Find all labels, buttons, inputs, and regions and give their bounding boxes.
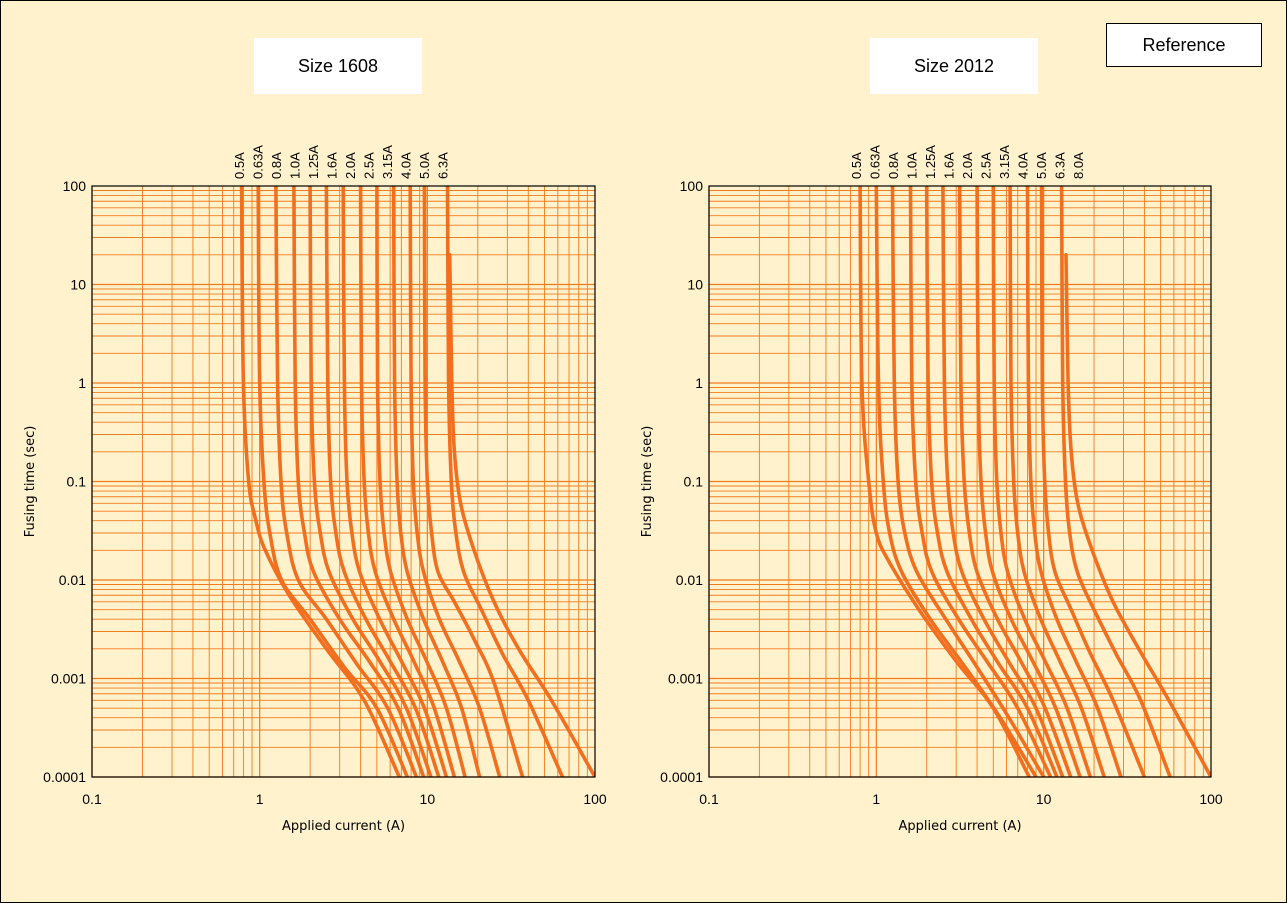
rating-label-4-0a: 4.0A — [399, 152, 414, 179]
rating-label-1-6a: 1.6A — [942, 152, 957, 179]
rating-label-1-0a: 1.0A — [288, 152, 303, 179]
fuse-curve-extra-12 — [445, 186, 565, 777]
x-tick-label: 10 — [1036, 791, 1052, 807]
fuse-curve-2-5a — [358, 186, 457, 777]
plot-border — [708, 185, 1212, 778]
rating-label-1-6a: 1.6A — [325, 152, 340, 179]
fuse-curve-1-0a — [908, 186, 1053, 777]
x-tick-label: 1 — [872, 791, 880, 807]
rating-label-5-0a: 5.0A — [417, 152, 432, 179]
x-axis-title: Applied current (A) — [282, 819, 405, 834]
fuse-curve-2-0a — [341, 186, 449, 777]
fuse-curve-extra-13 — [1064, 253, 1211, 777]
fuse-curve-0-8a — [890, 186, 1046, 777]
rating-label-2-5a: 2.5A — [979, 152, 994, 179]
fuse-curve-1-25a — [308, 186, 433, 777]
rating-label-8-0a: 8.0A — [1071, 152, 1086, 179]
chart-size-2012: 0.0001 0.001 0.01 0.1 1 10 100 0.1 1 10 100 Applied… — [640, 145, 1223, 834]
fuse-curve-extra-13 — [447, 253, 595, 777]
rating-label-1-25a: 1.25A — [306, 145, 321, 179]
rating-label-2-0a: 2.0A — [960, 152, 975, 179]
rating-label-0-5a: 0.5A — [232, 152, 247, 179]
fuse-curve-0-63a — [874, 186, 1038, 777]
rating-label-5-0a: 5.0A — [1034, 152, 1049, 179]
fuse-curve-4-0a — [391, 186, 482, 777]
y-tick-label: 0.01 — [59, 572, 86, 588]
x-tick-label: 0.1 — [699, 791, 719, 807]
rating-label-6-3a: 6.3A — [1053, 152, 1068, 179]
fuse-curve-3-15a — [991, 186, 1093, 777]
rating-label-3-15a: 3.15A — [380, 145, 395, 179]
rating-label-3-15a: 3.15A — [997, 145, 1012, 179]
y-tick-label: 1 — [78, 375, 86, 391]
fuse-curve-0-5a — [239, 186, 402, 777]
fuse-curve-3-15a — [375, 186, 467, 777]
rating-label-0-63a: 0.63A — [868, 145, 883, 179]
fuse-curve-2-0a — [957, 186, 1073, 777]
rating-label-2-0a: 2.0A — [343, 152, 358, 179]
x-tick-label: 100 — [1199, 791, 1223, 807]
rating-label-2-5a: 2.5A — [362, 152, 377, 179]
chart-title-size-2012: Size 2012 — [870, 38, 1038, 94]
chart-title-size-1608: Size 1608 — [254, 38, 422, 94]
x-tick-label: 1 — [256, 791, 264, 807]
rating-label-0-63a: 0.63A — [251, 145, 266, 179]
reference-label: Reference — [1106, 23, 1262, 67]
fuse-curve-5-0a — [1025, 186, 1123, 777]
fuse-curve-6-3a — [1039, 186, 1147, 777]
y-tick-label: 0.0001 — [660, 769, 703, 785]
y-tick-label: 100 — [63, 178, 87, 194]
rating-label-0-5a: 0.5A — [849, 152, 864, 179]
rating-label-4-0a: 4.0A — [1016, 152, 1031, 179]
y-tick-label: 0.01 — [676, 572, 703, 588]
rating-label-0-8a: 0.8A — [886, 152, 901, 179]
rating-label-1-0a: 1.0A — [905, 152, 920, 179]
fuse-curve-0-63a — [256, 186, 410, 777]
fuse-curve-4-0a — [1008, 186, 1106, 777]
y-axis-title: Fusing time (sec) — [23, 426, 38, 538]
fuse-curve-2-5a — [975, 186, 1082, 777]
y-tick-label: 100 — [680, 178, 704, 194]
rating-label-0-8a: 0.8A — [269, 152, 284, 179]
y-tick-label: 0.001 — [51, 671, 86, 687]
fuse-curve-1-0a — [292, 186, 426, 777]
y-axis-title: Fusing time (sec) — [640, 426, 655, 538]
y-tick-label: 1 — [695, 375, 703, 391]
x-tick-label: 100 — [583, 791, 607, 807]
fuse-curve-5-0a — [408, 186, 502, 777]
y-tick-label: 10 — [687, 277, 703, 293]
y-tick-label: 0.1 — [67, 474, 87, 490]
fuse-curve-1-25a — [924, 186, 1059, 777]
y-tick-label: 0.001 — [668, 671, 703, 687]
fuse-curve-8-0a — [1059, 186, 1172, 777]
rating-label-6-3a: 6.3A — [436, 152, 451, 179]
fuse-curve-1-6a — [324, 186, 441, 777]
x-tick-label: 10 — [420, 791, 436, 807]
y-tick-label: 0.1 — [684, 474, 704, 490]
rating-label-1-25a: 1.25A — [923, 145, 938, 179]
chart-size-1608: 0.0001 0.001 0.01 0.1 1 10 100 0.1 1 10 100 Applied… — [23, 145, 607, 834]
fuse-curve-0-8a — [274, 186, 419, 777]
fuse-curve-6-3a — [422, 186, 525, 777]
fuse-curve-1-6a — [941, 186, 1065, 777]
x-axis-title: Applied current (A) — [898, 819, 1021, 834]
y-tick-label: 0.0001 — [43, 769, 86, 785]
y-tick-label: 10 — [70, 277, 86, 293]
plot-border — [91, 185, 596, 778]
x-tick-label: 0.1 — [82, 791, 102, 807]
